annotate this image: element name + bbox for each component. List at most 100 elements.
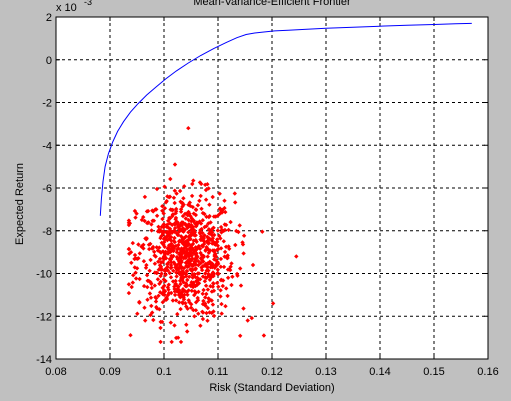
portfolio-point xyxy=(229,282,234,288)
portfolio-point xyxy=(193,212,198,218)
portfolio-point xyxy=(199,257,205,263)
portfolio-point xyxy=(200,291,205,296)
portfolio-point xyxy=(132,265,137,270)
portfolio-point xyxy=(162,206,168,211)
portfolio-point xyxy=(222,227,228,233)
y-tick-label: -8 xyxy=(42,226,52,238)
portfolio-point xyxy=(193,267,198,272)
portfolio-point xyxy=(142,194,148,200)
portfolio-point xyxy=(207,231,212,236)
portfolio-point xyxy=(148,295,154,300)
portfolio-point xyxy=(153,299,159,304)
portfolio-point xyxy=(137,276,142,282)
portfolio-point xyxy=(195,203,201,208)
portfolio-point xyxy=(147,246,152,252)
portfolio-point xyxy=(203,197,209,202)
portfolio-point xyxy=(215,260,220,265)
portfolio-point xyxy=(203,247,209,252)
portfolio-point xyxy=(143,265,149,270)
portfolio-point xyxy=(210,270,216,275)
portfolio-point xyxy=(260,229,265,234)
portfolio-point xyxy=(186,209,191,215)
portfolio-point xyxy=(152,249,157,254)
portfolio-point xyxy=(128,333,133,338)
portfolio-point xyxy=(215,243,220,248)
portfolio-point xyxy=(148,280,153,285)
portfolio-point xyxy=(228,267,233,273)
portfolio-point xyxy=(166,287,171,292)
portfolio-point xyxy=(192,259,197,264)
portfolio-point xyxy=(156,224,161,229)
portfolio-point xyxy=(198,323,203,328)
portfolio-point xyxy=(197,180,203,185)
portfolio-point xyxy=(215,280,220,286)
portfolio-point xyxy=(178,306,183,312)
portfolio-point xyxy=(201,259,206,264)
portfolio-point xyxy=(203,263,209,268)
portfolio-point xyxy=(240,240,245,245)
x-tick-label: 0.13 xyxy=(315,366,336,378)
portfolio-point xyxy=(158,250,164,255)
portfolio-point xyxy=(230,274,235,279)
portfolio-point xyxy=(165,268,170,273)
portfolio-point xyxy=(166,249,171,254)
portfolio-point xyxy=(198,193,203,199)
portfolio-point xyxy=(166,282,171,287)
y-tick-label: 2 xyxy=(46,12,52,24)
x-tick-label: 0.1 xyxy=(156,366,171,378)
portfolio-point xyxy=(160,204,165,209)
portfolio-point xyxy=(172,200,177,206)
portfolio-point xyxy=(208,284,213,289)
x-tick-label: 0.14 xyxy=(369,366,390,378)
portfolio-point xyxy=(182,184,187,189)
portfolio-point xyxy=(190,284,196,290)
portfolio-point xyxy=(171,243,176,249)
portfolio-point xyxy=(145,284,150,290)
portfolio-point xyxy=(214,239,220,244)
portfolio-point xyxy=(126,220,132,225)
portfolio-point xyxy=(163,272,168,277)
portfolio-point xyxy=(144,262,149,268)
portfolio-point xyxy=(150,218,155,223)
portfolio-point xyxy=(211,281,216,286)
portfolio-point xyxy=(176,284,181,289)
portfolio-point xyxy=(171,260,177,265)
portfolio-point xyxy=(157,227,163,233)
portfolio-point xyxy=(200,218,205,223)
portfolio-point xyxy=(129,260,134,265)
portfolio-point xyxy=(160,300,165,305)
portfolio-point xyxy=(154,304,159,310)
portfolio-point xyxy=(160,231,166,237)
portfolio-point xyxy=(141,283,147,289)
portfolio-point xyxy=(195,221,200,226)
portfolio-point xyxy=(237,223,242,228)
portfolio-point xyxy=(185,252,190,257)
portfolio-point xyxy=(208,220,213,225)
portfolio-point xyxy=(174,231,180,236)
portfolio-point xyxy=(152,253,157,258)
portfolio-point xyxy=(233,242,238,248)
portfolio-point xyxy=(171,238,176,244)
portfolio-point xyxy=(191,228,197,233)
portfolio-point xyxy=(184,264,190,269)
portfolio-point xyxy=(162,235,168,240)
portfolio-point xyxy=(199,243,205,248)
portfolio-point xyxy=(205,318,210,323)
portfolio-point xyxy=(191,178,196,183)
portfolio-point xyxy=(161,222,166,227)
portfolio-point xyxy=(151,317,156,323)
y-tick-label: -2 xyxy=(42,98,52,110)
portfolio-point xyxy=(160,285,165,290)
portfolio-point xyxy=(176,267,181,272)
portfolio-point xyxy=(158,235,163,241)
portfolio-point xyxy=(177,262,183,267)
portfolio-point xyxy=(152,261,158,266)
portfolio-point xyxy=(210,194,215,200)
portfolio-point xyxy=(196,281,202,286)
portfolio-point xyxy=(174,250,180,255)
portfolio-point xyxy=(211,225,216,230)
portfolio-point xyxy=(221,264,227,270)
x-tick-label: 0.11 xyxy=(208,366,229,378)
portfolio-point xyxy=(196,311,201,316)
portfolio-point xyxy=(187,200,192,205)
